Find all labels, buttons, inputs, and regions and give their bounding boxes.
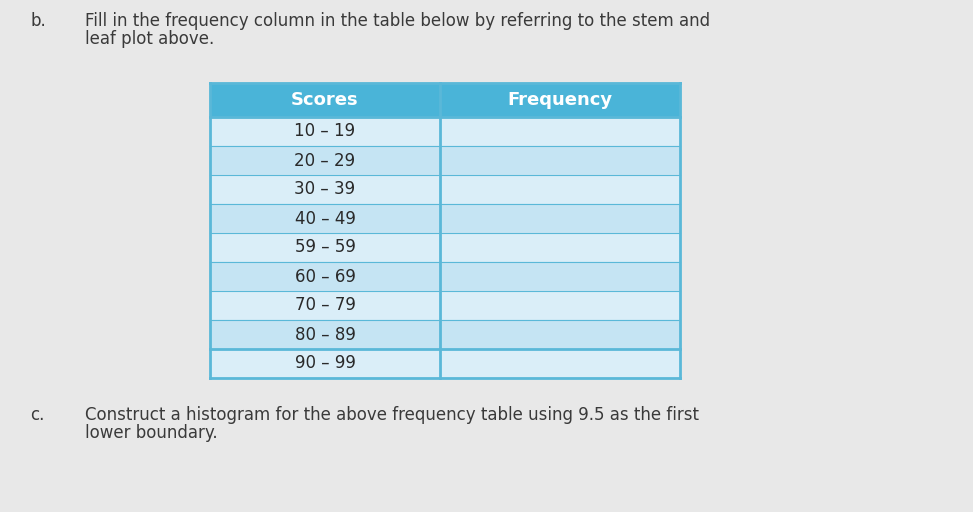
Bar: [210, 204, 680, 233]
Bar: [210, 349, 680, 378]
Bar: [210, 291, 680, 320]
Text: Construct a histogram for the above frequency table using 9.5 as the first: Construct a histogram for the above freq…: [85, 406, 699, 424]
Bar: [210, 320, 680, 349]
Text: Scores: Scores: [291, 91, 359, 109]
Text: 10 – 19: 10 – 19: [295, 122, 355, 140]
Bar: [210, 117, 680, 146]
Bar: [210, 175, 680, 204]
Text: leaf plot above.: leaf plot above.: [85, 30, 214, 48]
Text: 59 – 59: 59 – 59: [295, 239, 355, 257]
Bar: [210, 262, 680, 291]
Text: b.: b.: [30, 12, 46, 30]
Text: c.: c.: [30, 406, 45, 424]
Text: 60 – 69: 60 – 69: [295, 267, 355, 286]
Text: 30 – 39: 30 – 39: [295, 181, 355, 199]
Bar: [210, 83, 680, 117]
Text: 90 – 99: 90 – 99: [295, 354, 355, 373]
Text: lower boundary.: lower boundary.: [85, 424, 218, 442]
Text: 70 – 79: 70 – 79: [295, 296, 355, 314]
Text: 80 – 89: 80 – 89: [295, 326, 355, 344]
Bar: [210, 233, 680, 262]
Text: 40 – 49: 40 – 49: [295, 209, 355, 227]
Text: Frequency: Frequency: [508, 91, 613, 109]
Text: 20 – 29: 20 – 29: [295, 152, 355, 169]
Bar: [210, 146, 680, 175]
Text: Fill in the frequency column in the table below by referring to the stem and: Fill in the frequency column in the tabl…: [85, 12, 710, 30]
